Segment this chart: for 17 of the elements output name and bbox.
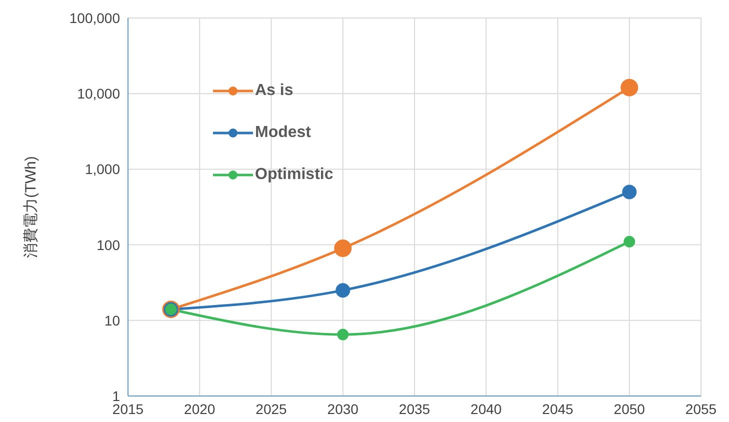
y-tick-label: 100,000 (69, 10, 120, 26)
x-tick-label: 2025 (256, 400, 288, 417)
legend-label: Optimistic (255, 166, 334, 184)
x-tick-label: 2045 (542, 400, 574, 417)
x-tick-label: 2050 (614, 400, 646, 417)
x-tick-label: 2030 (327, 400, 359, 417)
y-tick-label: 1,000 (84, 161, 120, 178)
x-tick-label: 2055 (685, 400, 717, 417)
y-axis-title: 消費電力(TWh) (22, 156, 40, 258)
y-tick-label: 10,000 (77, 86, 120, 102)
legend-label: Modest (255, 124, 311, 142)
legend-label: As is (255, 82, 294, 100)
x-tick-label: 2040 (470, 400, 502, 417)
y-tick-label: 10 (104, 312, 120, 328)
x-tick-label: 2035 (398, 400, 430, 417)
x-tick-label: 2020 (184, 400, 216, 417)
y-tick-label: 100 (96, 236, 120, 253)
